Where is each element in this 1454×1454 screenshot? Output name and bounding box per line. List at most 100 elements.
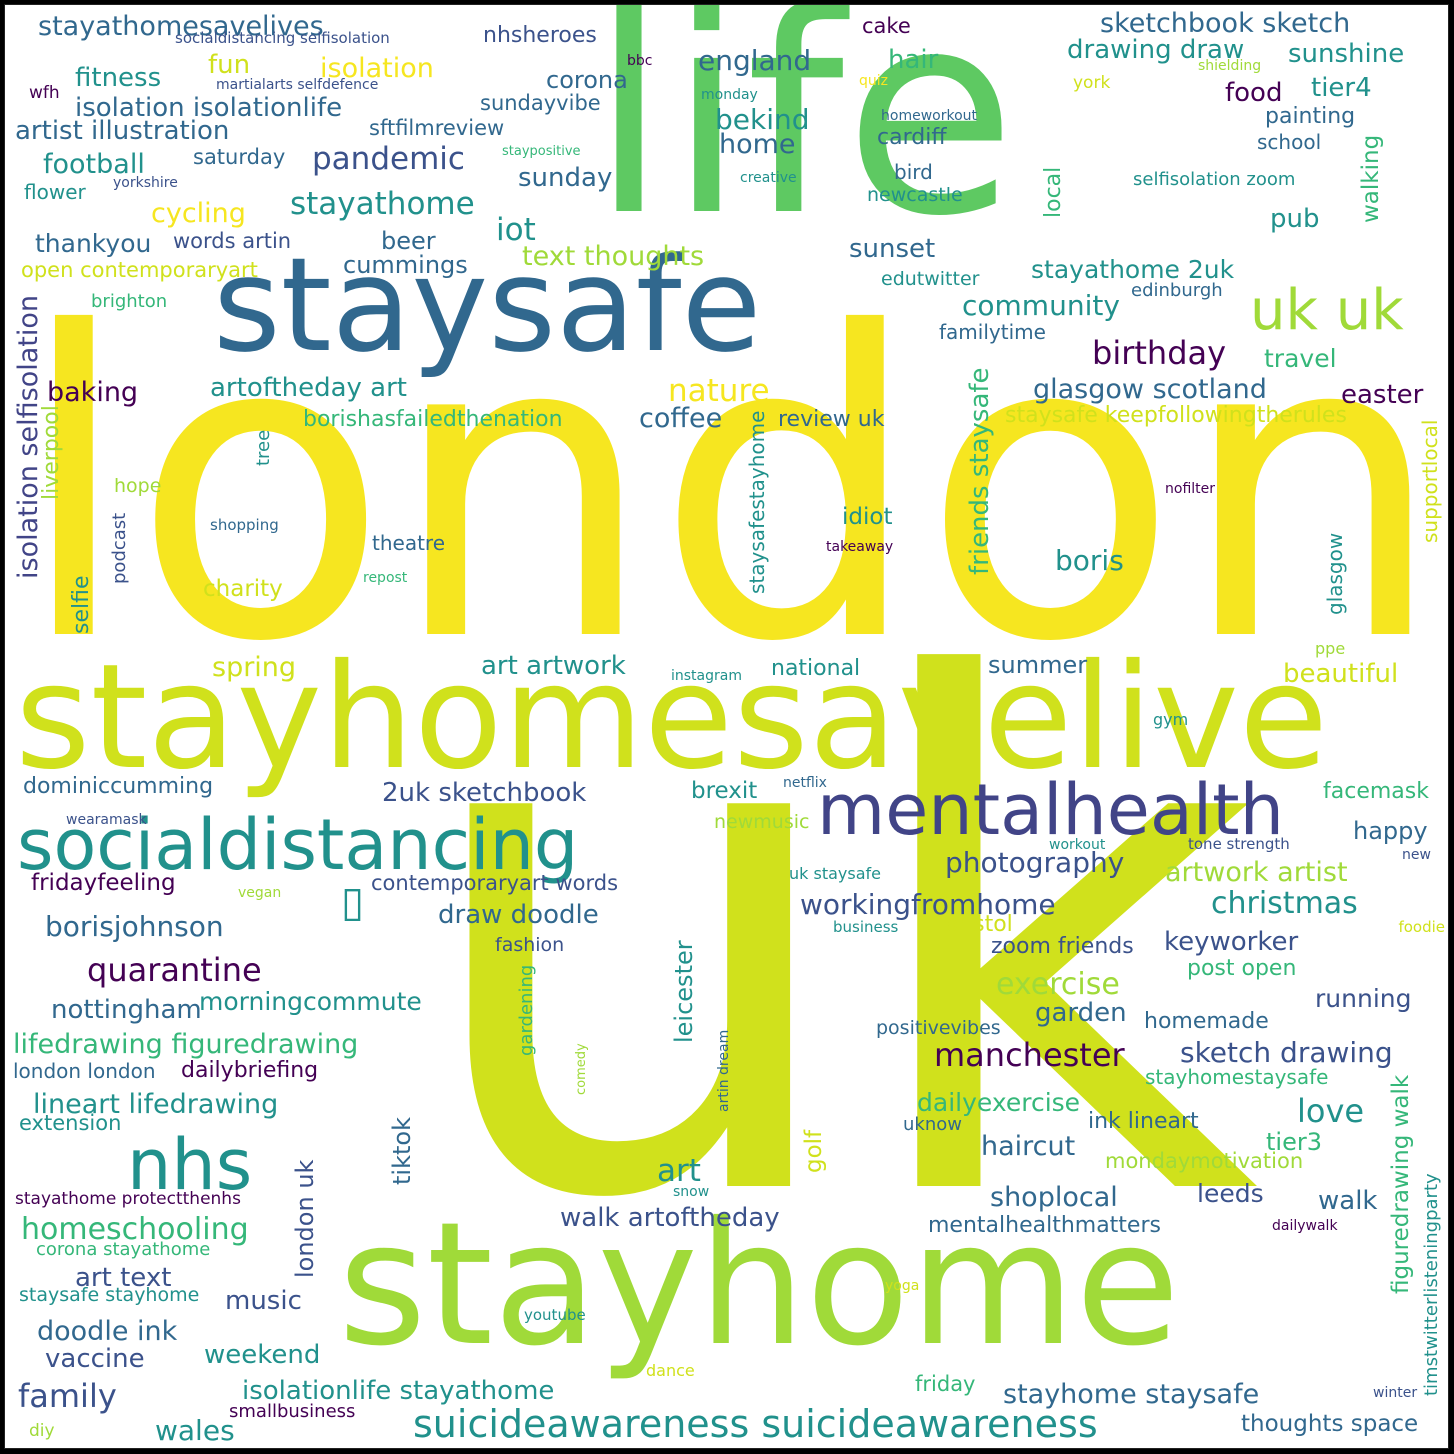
word-edinburgh: edinburgh [1131, 280, 1223, 301]
word-draw-doodle: draw doodle [438, 900, 599, 930]
word-flower: flower [24, 180, 86, 204]
word-2uk-sketchbook: 2uk sketchbook [382, 778, 587, 808]
word-sftfilmreview: sftfilmreview [369, 116, 505, 140]
word-quarantine: quarantine [87, 951, 262, 989]
word-uknow: uknow [903, 1114, 962, 1135]
word-painting: painting [1265, 104, 1356, 129]
word-london-uk: london uk [291, 1159, 319, 1278]
word-fridayfeeling: fridayfeeling [31, 870, 176, 896]
word-spring: spring [212, 652, 297, 683]
word-artist-illustration: artist illustration [15, 116, 230, 146]
word-homeschooling: homeschooling [21, 1212, 249, 1247]
word-nofilter: nofilter [1165, 481, 1216, 497]
word-tone-strength: tone strength [1188, 835, 1290, 853]
word-stayhome: stayhome [338, 1186, 1180, 1384]
word-gardening: gardening [516, 964, 537, 1056]
word-sunset: sunset [849, 234, 936, 264]
word-uk-staysafe: uk staysafe [789, 864, 881, 883]
word-staysafe-stayhome: staysafe stayhome [19, 1284, 200, 1306]
word-stayhomesavelive: stayhomesavelive [15, 633, 1329, 802]
word-borishasfailedthenation: borishasfailedthenation [303, 407, 563, 432]
word-summer: summer [988, 651, 1088, 679]
word-friends-staysafe: friends staysafe [965, 367, 995, 575]
word-newmusic: newmusic [714, 811, 810, 833]
word-school: school [1257, 130, 1322, 154]
word-artin-dream: artin dream [716, 1029, 732, 1112]
word-tiktok: tiktok [388, 1117, 416, 1185]
word-leicester: leicester [670, 940, 698, 1043]
word-pub: pub [1270, 204, 1320, 234]
word-shielding: shielding [1198, 58, 1262, 74]
word-beer: beer [381, 227, 436, 255]
word-post-open: post open [1187, 956, 1297, 981]
word-stayhomestaysafe: stayhomestaysafe [1145, 1065, 1329, 1089]
word-family: family [18, 1377, 117, 1415]
word-positivevibes: positivevibes [876, 1017, 1001, 1039]
word-nottingham: nottingham [51, 995, 202, 1025]
word-zoom-friends: zoom friends [991, 934, 1134, 959]
word-hair: hair [888, 45, 939, 75]
word-instagram: instagram [671, 668, 742, 684]
word-socialdistancing-selfisolation: socialdistancing selfisolation [175, 29, 390, 47]
word-comedy: comedy [574, 1043, 589, 1095]
word-isolation-selfisolation: isolation selfisolation [13, 295, 44, 579]
word-baking: baking [47, 377, 139, 408]
word-yoga: yoga [885, 1278, 920, 1294]
word-youtube: youtube [524, 1306, 586, 1324]
word-uk: uk [410, 537, 1260, 1352]
word-dailybriefing: dailybriefing [181, 1058, 319, 1083]
word-dance: dance [646, 1361, 695, 1380]
word-idiot: idiot [842, 504, 893, 530]
word-stayathome-protectthenhs: stayathome protectthenhs [15, 1189, 241, 1209]
word-text-thoughts: text thoughts [522, 241, 705, 272]
word-yorkshire: yorkshire [113, 175, 178, 191]
word-cummings: cummings [343, 251, 468, 279]
word-sunday: sunday [518, 163, 613, 193]
word-martialarts: martialarts selfdefence [216, 77, 379, 93]
word-isolation-isolationlife: isolation isolationlife [75, 93, 343, 123]
word-edutwitter: edutwitter [881, 268, 980, 290]
word-art: art [657, 1153, 701, 1189]
word-wales: wales [155, 1414, 235, 1447]
word-love: love [1297, 1092, 1365, 1130]
word-running: running [1315, 984, 1412, 1013]
word-contemporaryart-words: contemporaryart words [371, 871, 619, 895]
word-supportlocal: supportlocal [1418, 419, 1442, 543]
word-staysafe: staysafe [213, 229, 762, 381]
word-leeds: leeds [1197, 1179, 1264, 1208]
word-stayhome-staysafe: stayhome staysafe [1003, 1379, 1260, 1410]
word-morningcommute: morningcommute [199, 987, 422, 1016]
word-mentalhealth: mentalhealth [817, 769, 1284, 851]
word-boris: boris [1055, 544, 1124, 577]
word-charity: charity [203, 576, 283, 602]
word-garden: garden [1035, 998, 1127, 1028]
word-haircut: haircut [981, 1131, 1076, 1162]
word-weekend: weekend [204, 1340, 321, 1370]
word-bbc: bbc [627, 53, 653, 69]
word-york: york [1073, 73, 1111, 93]
word-winter: winter [1373, 1385, 1418, 1401]
word-drawing-draw: drawing draw [1067, 35, 1245, 65]
word-sundayvibe: sundayvibe [480, 91, 601, 115]
word-friday: friday [915, 1372, 976, 1396]
word-theatre: theatre [372, 531, 446, 555]
word-sketchbook-sketch: sketchbook sketch [1100, 8, 1351, 39]
word-cloud: london uk life stayhomesavelive stayhome stay… [4, 4, 1449, 1449]
word-homeworkout: homeworkout [881, 108, 977, 124]
word-takeaway: takeaway [826, 539, 894, 555]
word-keyworker: keyworker [1164, 927, 1299, 957]
word-london-london: london london [13, 1059, 156, 1083]
word-staypositive: staypositive [502, 144, 581, 159]
word-life: life [590, 4, 1017, 278]
word-thoughts-space: thoughts space [1241, 1411, 1419, 1437]
word-wfh: wfh [29, 83, 60, 103]
word-smallbusiness: smallbusiness [229, 1401, 356, 1422]
word-facemask: facemask [1323, 779, 1429, 804]
word-hope: hope [114, 475, 162, 497]
word-nhs: nhs [127, 1124, 253, 1206]
word-repost: repost [363, 570, 408, 586]
word-coffee: coffee [639, 403, 723, 434]
word-tree: tree [253, 429, 274, 466]
word-workout: workout [1049, 837, 1106, 853]
word-tier4: tier4 [1311, 73, 1372, 103]
